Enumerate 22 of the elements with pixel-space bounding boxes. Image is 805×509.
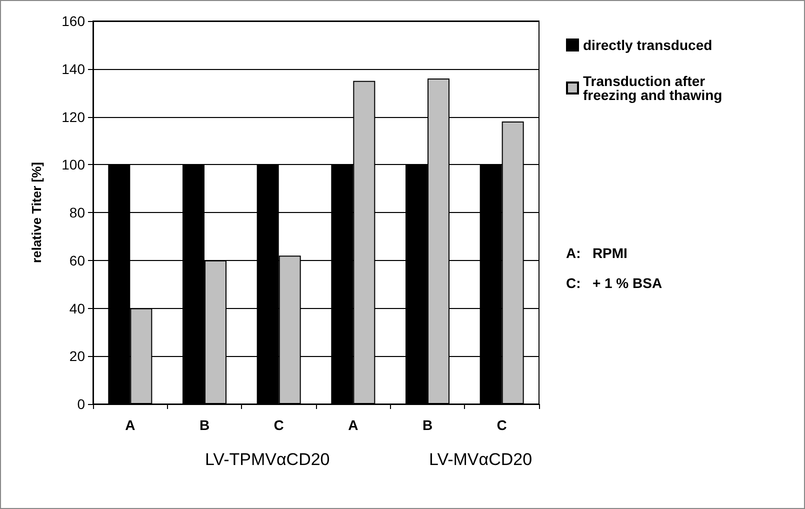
y-tick-label: 160 xyxy=(62,13,86,29)
y-tick-label: 100 xyxy=(62,156,86,173)
y-tick-label: 20 xyxy=(69,348,86,364)
y-tick-label: 120 xyxy=(62,108,86,125)
y-axis-title: relative Titer [%] xyxy=(29,162,44,263)
y-tick-label: 40 xyxy=(69,300,86,316)
text: LV-TPMVαCD20 xyxy=(204,450,330,469)
text: LV-MVαCD20 xyxy=(429,450,532,469)
x-tick-label: C xyxy=(496,417,507,433)
text: C: + 1 % BSA xyxy=(566,275,662,291)
y-tick-label: 0 xyxy=(77,396,86,412)
x-tick-label: B xyxy=(422,417,433,433)
y-tick-label: 80 xyxy=(69,204,86,220)
x-tick-label: C xyxy=(274,417,284,433)
legend-label: directly transduced xyxy=(583,37,712,53)
x-tick-label: A xyxy=(125,417,136,433)
text: A: RPMI xyxy=(566,245,628,261)
x-tick-label: A xyxy=(348,417,358,433)
y-tick-label: 140 xyxy=(62,60,86,77)
legend-label: Transduction after freezing and thawing xyxy=(583,73,722,103)
y-tick-label: 60 xyxy=(69,252,86,268)
x-tick-label: B xyxy=(199,417,210,433)
